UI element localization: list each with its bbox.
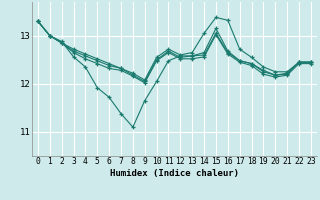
X-axis label: Humidex (Indice chaleur): Humidex (Indice chaleur) xyxy=(110,169,239,178)
